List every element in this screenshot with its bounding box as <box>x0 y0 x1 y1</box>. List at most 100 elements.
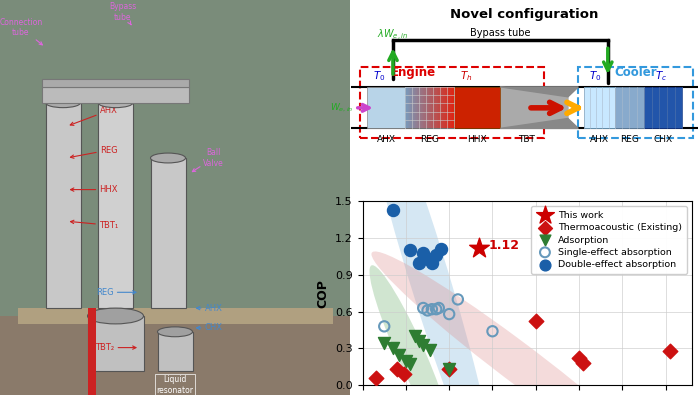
Text: Bypass
tube: Bypass tube <box>109 2 136 25</box>
Bar <box>420 87 421 128</box>
Bar <box>424 87 425 128</box>
Bar <box>431 87 432 128</box>
Adsorption <box>413 338 424 344</box>
Bar <box>42 87 189 103</box>
Bar <box>162 79 174 103</box>
Thermoacoustic (Existing) <box>530 318 541 325</box>
Bar <box>433 87 435 128</box>
Bar <box>429 87 430 128</box>
Thermoacoustic (Existing) <box>444 366 455 372</box>
Bar <box>450 87 451 128</box>
Adsorption <box>418 342 429 348</box>
Single-effect absorption <box>487 328 498 335</box>
Single-effect absorption <box>444 311 455 317</box>
Bar <box>18 308 332 324</box>
Text: AHX: AHX <box>197 304 223 312</box>
Bar <box>429 87 430 128</box>
Bar <box>426 87 427 128</box>
Bar <box>584 87 615 128</box>
Bar <box>430 87 431 128</box>
Text: AHX: AHX <box>70 106 118 125</box>
Bar <box>423 87 424 128</box>
Double-effect absorption <box>435 246 446 252</box>
Adsorption <box>409 333 420 339</box>
Bar <box>444 87 445 128</box>
Polygon shape <box>500 87 578 97</box>
Bar <box>434 87 435 128</box>
Text: Bypass tube: Bypass tube <box>470 28 531 38</box>
Bar <box>425 87 426 128</box>
Bar <box>417 87 418 128</box>
Thermoacoustic (Existing) <box>391 366 402 372</box>
Double-effect absorption <box>405 247 416 254</box>
Double-effect absorption <box>426 260 438 266</box>
Bar <box>438 87 440 128</box>
Bar <box>436 87 437 128</box>
Bar <box>437 87 438 128</box>
Single-effect absorption <box>452 296 463 303</box>
Bar <box>445 87 446 128</box>
Bar <box>421 87 422 128</box>
Thermoacoustic (Existing) <box>578 360 589 366</box>
Bar <box>454 87 500 128</box>
Bar <box>442 87 443 128</box>
Bar <box>413 87 414 128</box>
Adsorption <box>400 357 412 364</box>
Bar <box>410 87 411 128</box>
Bar <box>441 87 442 128</box>
Bar <box>440 87 441 128</box>
Bar <box>415 87 416 128</box>
Polygon shape <box>500 118 578 128</box>
Bar <box>449 87 450 128</box>
Bar <box>442 87 444 128</box>
Bar <box>438 87 439 128</box>
Double-effect absorption <box>418 250 429 256</box>
Bar <box>412 87 413 128</box>
Double-effect absorption <box>422 256 433 262</box>
Bar <box>0 316 350 395</box>
Single-effect absorption <box>430 306 442 312</box>
Text: $\lambda W_{e,in}$: $\lambda W_{e,in}$ <box>377 28 409 43</box>
Bar <box>406 87 407 128</box>
Bar <box>414 87 415 128</box>
Bar <box>428 87 429 128</box>
Bar <box>42 79 189 87</box>
Adsorption <box>379 340 390 347</box>
Text: Novel configuration: Novel configuration <box>451 8 598 21</box>
Text: TBT₂: TBT₂ <box>95 343 136 352</box>
Bar <box>435 87 436 128</box>
Bar <box>427 87 428 128</box>
Bar <box>435 87 436 128</box>
Y-axis label: COP: COP <box>316 279 330 308</box>
Bar <box>447 87 449 128</box>
Text: HHX: HHX <box>71 185 118 194</box>
Bar <box>644 87 682 128</box>
Bar <box>452 87 453 128</box>
Text: $W_{e,in}$: $W_{e,in}$ <box>330 102 353 114</box>
Text: HHX: HHX <box>467 135 486 145</box>
Text: $T_h$: $T_h$ <box>459 69 472 83</box>
Bar <box>453 87 454 128</box>
Text: $T_0$: $T_0$ <box>589 69 602 83</box>
Adsorption <box>424 346 435 353</box>
Ellipse shape <box>360 59 496 395</box>
Text: Ball
Valve: Ball Valve <box>193 148 224 171</box>
Bar <box>439 87 440 128</box>
Text: 1.12: 1.12 <box>488 239 519 252</box>
Text: REG: REG <box>420 135 439 145</box>
Bar <box>158 332 192 371</box>
Double-effect absorption <box>387 207 398 213</box>
Text: CHX: CHX <box>197 324 223 332</box>
Text: Engine: Engine <box>391 66 436 79</box>
Thermoacoustic (Existing) <box>370 374 382 381</box>
Ellipse shape <box>370 265 451 395</box>
Bar <box>57 79 69 103</box>
Ellipse shape <box>98 98 133 107</box>
Text: $T_0$: $T_0$ <box>373 69 386 83</box>
Bar <box>111 79 120 103</box>
Bar <box>420 87 421 128</box>
Bar <box>367 87 405 128</box>
Text: Liquid
resonator: Liquid resonator <box>157 375 193 395</box>
Bar <box>419 87 420 128</box>
Single-effect absorption <box>422 307 433 314</box>
